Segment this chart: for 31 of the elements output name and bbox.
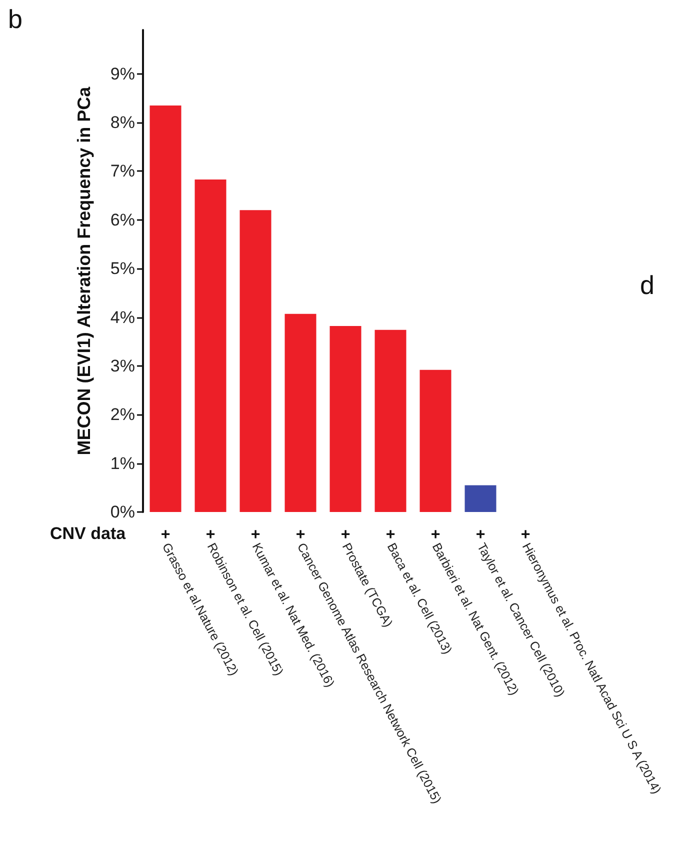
y-tick-label: 6% xyxy=(110,210,135,230)
text: + xyxy=(340,526,350,544)
bar xyxy=(420,370,452,512)
y-tick-label: 2% xyxy=(110,405,135,424)
text: + xyxy=(430,526,440,544)
text: + xyxy=(520,526,530,544)
text: CNV data xyxy=(50,524,126,543)
text: + xyxy=(206,526,216,544)
text: b xyxy=(8,4,22,34)
text: + xyxy=(296,526,306,544)
y-tick-label: 5% xyxy=(110,259,135,278)
bar xyxy=(330,326,362,512)
text: + xyxy=(476,526,486,544)
y-tick-label: 0% xyxy=(110,502,135,522)
bar xyxy=(194,179,226,512)
y-tick-label: 4% xyxy=(110,308,135,327)
bar xyxy=(464,485,496,512)
bar xyxy=(240,210,272,512)
bar xyxy=(374,330,406,512)
text: d xyxy=(640,270,654,300)
y-tick-label: 9% xyxy=(110,64,135,84)
y-tick-label: 3% xyxy=(110,356,135,376)
text: + xyxy=(250,526,260,544)
y-axis-title: MECON (EVI1) Alteration Frequency in PCa xyxy=(74,86,94,456)
text: + xyxy=(386,526,396,544)
y-tick-label: 1% xyxy=(110,454,135,473)
bar xyxy=(284,314,316,512)
y-tick-label: 8% xyxy=(110,113,135,132)
y-tick-label: 7% xyxy=(110,162,135,181)
bar xyxy=(150,105,182,512)
text: + xyxy=(160,526,170,544)
